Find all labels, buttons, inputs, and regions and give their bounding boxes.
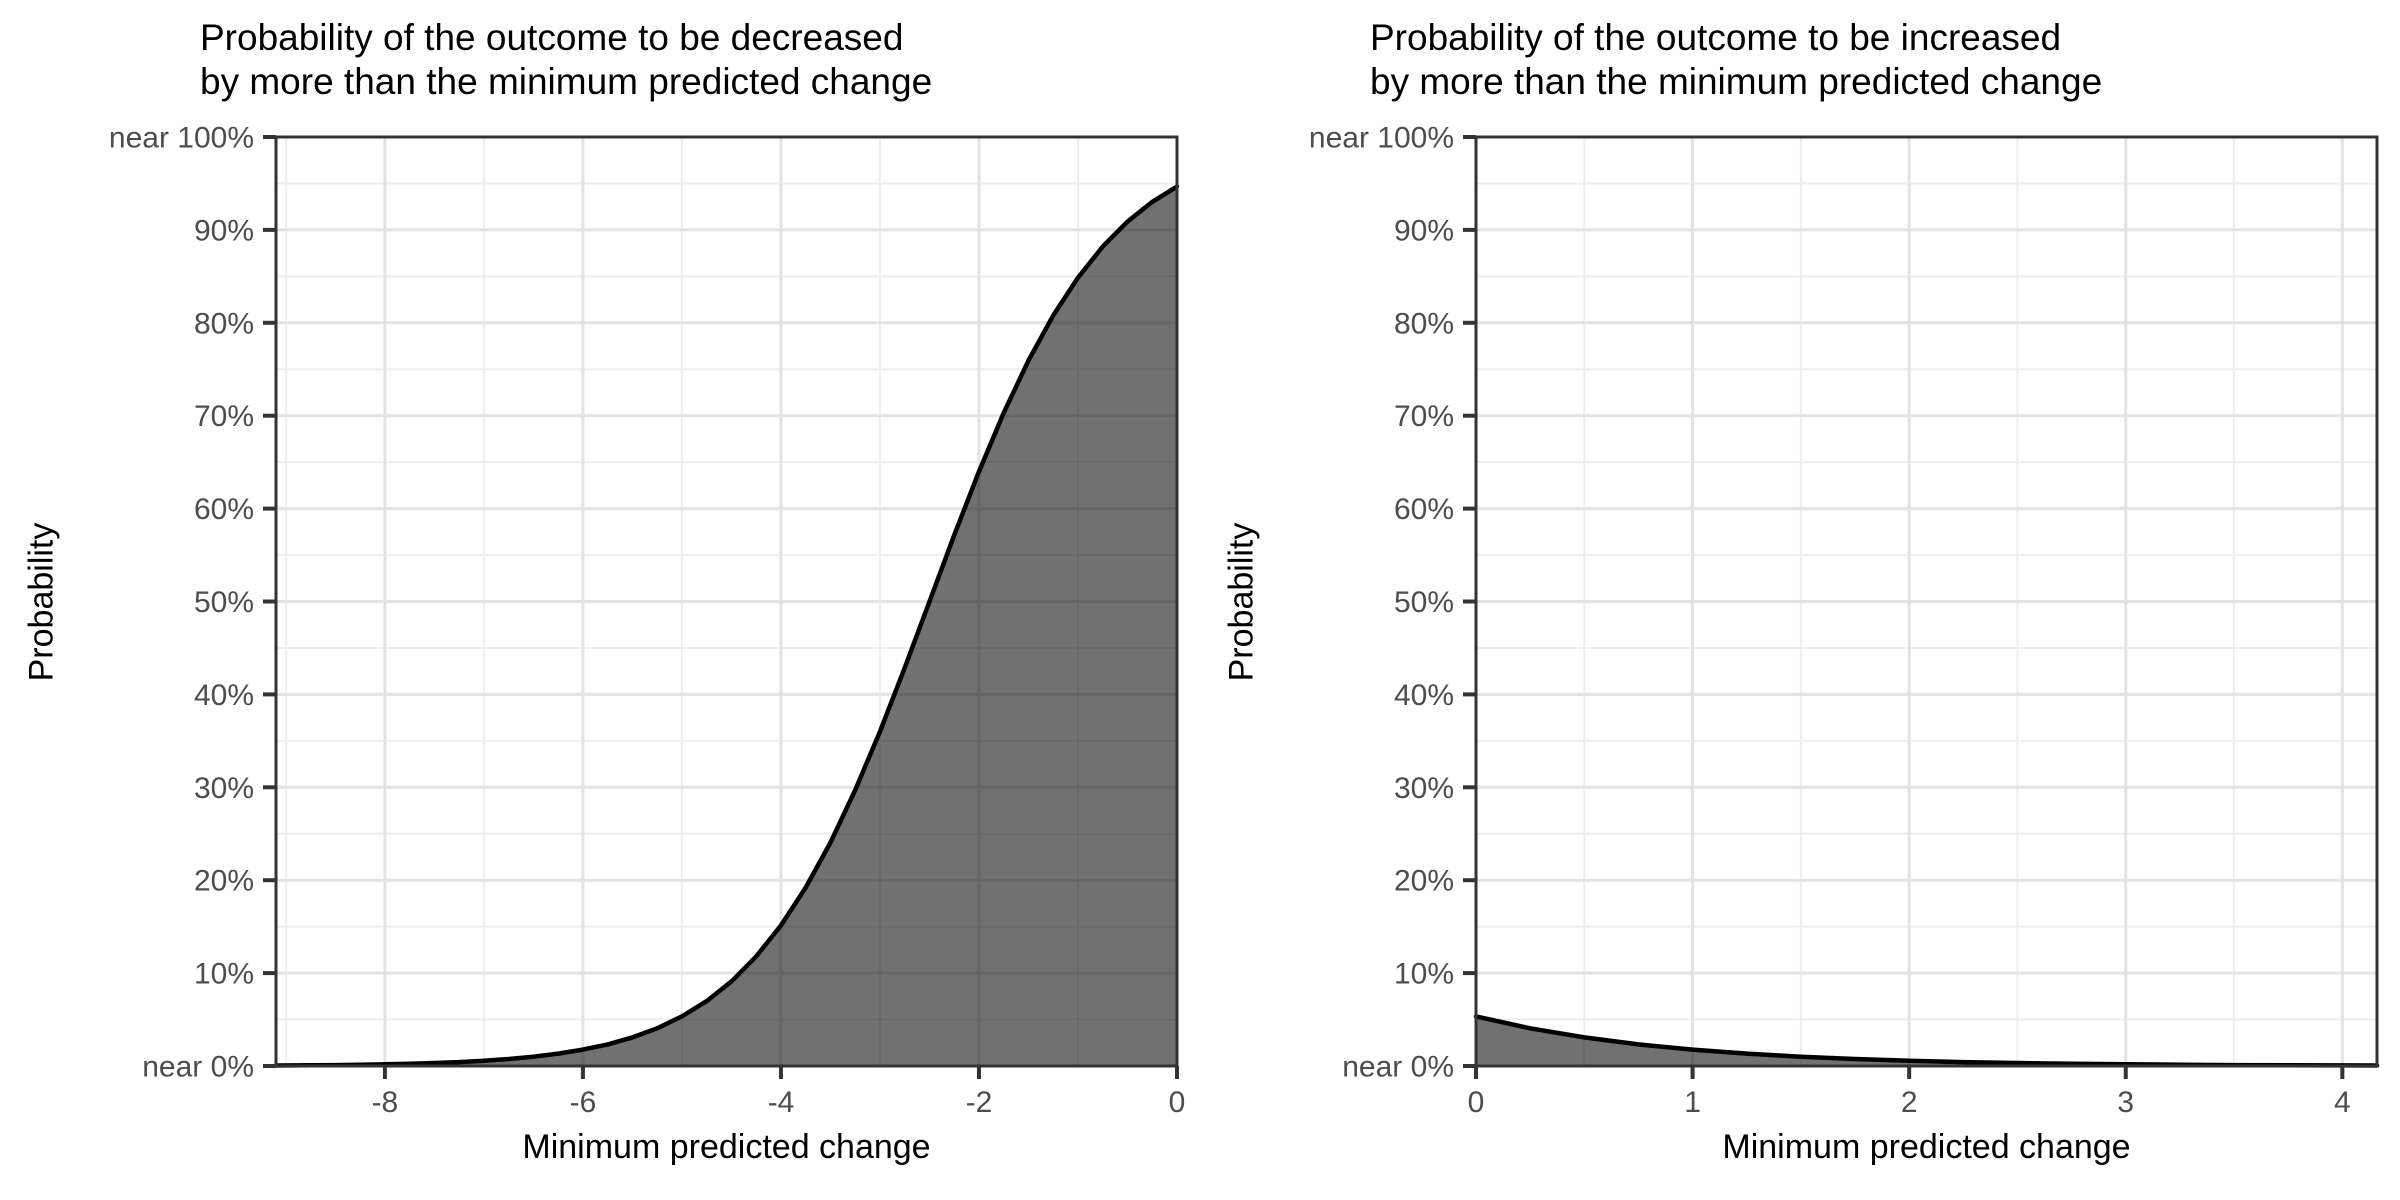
x-axis-title: Minimum predicted change: [522, 1128, 931, 1166]
y-tick-label: 80%: [1394, 307, 1454, 340]
plot-panel-svg: near 0% 10% 20% 30% 40% 50% 60% 70% 80% 90% near 1…: [1309, 122, 2380, 1119]
curve-line: [273, 184, 1180, 1068]
x-tick-label: -6: [570, 1086, 597, 1119]
y-tick-label: near 0%: [1342, 1051, 1454, 1084]
plot-panel-svg: near 0% 10% 20% 30% 40% 50% 60% 70% 80% 90% near 1…: [109, 122, 1186, 1120]
y-tick-label: 10%: [1394, 958, 1454, 991]
figure-decrease-probability: Probability of the outcome to be decreas…: [23, 16, 1186, 1166]
x-axis-title: Minimum predicted change: [1722, 1128, 2131, 1166]
y-axis-tick-labels: near 0% 10% 20% 30% 40% 50% 60% 70% 80% 90% near 1…: [109, 122, 254, 1084]
x-tick-label: -4: [768, 1086, 795, 1119]
x-axis-tick-labels: 0 1 2 3 4: [1468, 1086, 2351, 1119]
y-tick-label: 30%: [194, 772, 254, 805]
x-tick-label: 4: [2334, 1086, 2351, 1119]
x-tick-label: 0: [1468, 1086, 1485, 1119]
y-tick-label: 50%: [1394, 586, 1454, 619]
y-tick-label: 20%: [1394, 865, 1454, 898]
axis-tick-marks: [263, 135, 1179, 1079]
axis-tick-marks: [1463, 135, 2345, 1079]
y-tick-label: 40%: [1394, 679, 1454, 712]
gridlines-major: [1476, 137, 2377, 1066]
x-tick-label: 1: [1684, 1086, 1701, 1119]
chart-title-line-2: by more than the minimum predicted chang…: [200, 61, 933, 102]
y-tick-label: 80%: [194, 307, 254, 340]
y-axis-tick-labels: near 0% 10% 20% 30% 40% 50% 60% 70% 80% 90% near 1…: [1309, 122, 1454, 1084]
x-tick-label: 3: [2117, 1086, 2134, 1119]
y-tick-label: near 100%: [109, 122, 254, 155]
area-fill: [276, 186, 1177, 1067]
x-tick-label: -8: [372, 1086, 399, 1119]
y-tick-label: 50%: [194, 586, 254, 619]
chart-title-line-1: Probability of the outcome to be decreas…: [200, 17, 904, 58]
chart-title-line-2: by more than the minimum predicted chang…: [1370, 61, 2103, 102]
figure-increase-probability: Probability of the outcome to be increas…: [1200, 0, 2400, 1200]
y-tick-label: 60%: [194, 493, 254, 526]
y-tick-label: 40%: [194, 679, 254, 712]
y-tick-label: near 100%: [1309, 122, 1454, 155]
y-tick-label: 90%: [1394, 214, 1454, 247]
chart-title-line-1: Probability of the outcome to be increas…: [1370, 17, 2062, 58]
y-tick-label: 70%: [1394, 400, 1454, 433]
y-tick-label: 90%: [194, 214, 254, 247]
area-fill: [1476, 1016, 2377, 1066]
y-tick-label: 10%: [194, 958, 254, 991]
x-tick-label: 0: [1169, 1086, 1186, 1119]
chart-title: Probability of the outcome to be increas…: [1370, 16, 2102, 104]
y-tick-label: 60%: [1394, 493, 1454, 526]
y-tick-label: 70%: [194, 400, 254, 433]
chart-title: Probability of the outcome to be decreas…: [200, 16, 932, 104]
x-axis-tick-labels: -8 -6 -4 -2 0: [372, 1086, 1186, 1119]
y-tick-label: 20%: [194, 865, 254, 898]
y-tick-label: near 0%: [142, 1051, 254, 1084]
x-tick-label: -2: [966, 1086, 993, 1119]
x-tick-label: 2: [1901, 1086, 1918, 1119]
y-tick-label: 30%: [1394, 772, 1454, 805]
